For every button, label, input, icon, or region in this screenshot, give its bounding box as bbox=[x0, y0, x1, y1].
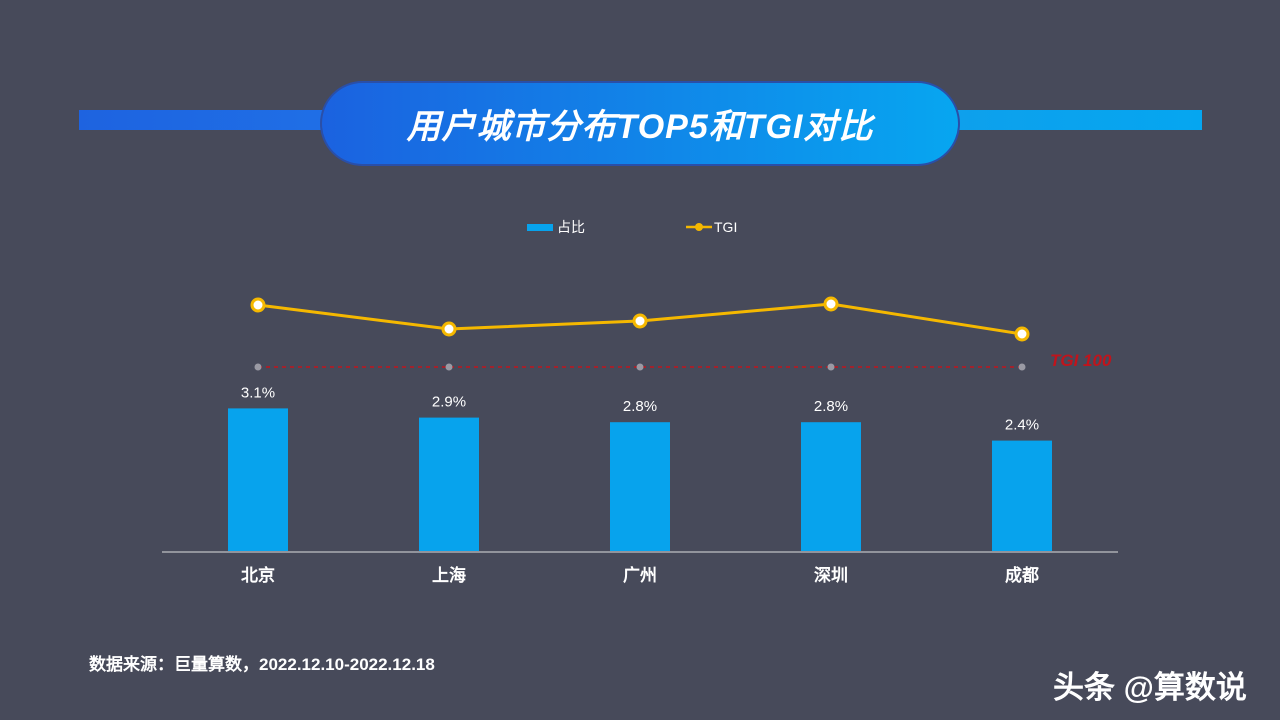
page-title: 用户城市分布TOP5和TGI对比 bbox=[320, 81, 960, 166]
bar-0 bbox=[228, 408, 288, 551]
x-tick-label: 成都 bbox=[1005, 565, 1039, 585]
legend-bar-label: 占比 bbox=[557, 219, 585, 235]
x-tick-label: 广州 bbox=[623, 565, 657, 585]
x-tick-label: 深圳 bbox=[814, 565, 848, 585]
reference-dot bbox=[1018, 363, 1026, 371]
data-source: 数据来源：巨量算数，2022.12.10-2022.12.18 bbox=[89, 655, 435, 674]
reference-dot bbox=[636, 363, 644, 371]
bar-value-label: 2.8% bbox=[814, 398, 848, 415]
x-tick-label: 北京 bbox=[241, 565, 275, 585]
tgi-point bbox=[823, 296, 839, 312]
reference-dot bbox=[445, 363, 453, 371]
reference-line-label: TGI 100 bbox=[1050, 351, 1112, 370]
watermark: 头条 @算数说 bbox=[1053, 670, 1247, 705]
tgi-point bbox=[632, 313, 648, 329]
bar-2 bbox=[610, 422, 670, 551]
legend-bar-swatch bbox=[527, 224, 553, 231]
x-tick-label: 上海 bbox=[432, 565, 466, 585]
bar-1 bbox=[419, 417, 479, 551]
tgi-point bbox=[250, 297, 266, 313]
bar-value-label: 2.8% bbox=[623, 398, 657, 415]
tgi-point bbox=[441, 321, 457, 337]
reference-dot bbox=[827, 363, 835, 371]
title-decor-left bbox=[79, 110, 329, 130]
bar-value-label: 2.9% bbox=[432, 394, 466, 411]
legend-line-marker bbox=[695, 223, 703, 231]
bar-value-label: 3.1% bbox=[241, 384, 275, 401]
legend-line-label: TGI bbox=[714, 219, 737, 235]
title-decor-right bbox=[950, 110, 1202, 130]
bar-4 bbox=[992, 440, 1052, 551]
reference-dot bbox=[254, 363, 262, 371]
tgi-point bbox=[1014, 326, 1030, 342]
bar-value-label: 2.4% bbox=[1005, 417, 1039, 434]
bar-3 bbox=[801, 422, 861, 551]
